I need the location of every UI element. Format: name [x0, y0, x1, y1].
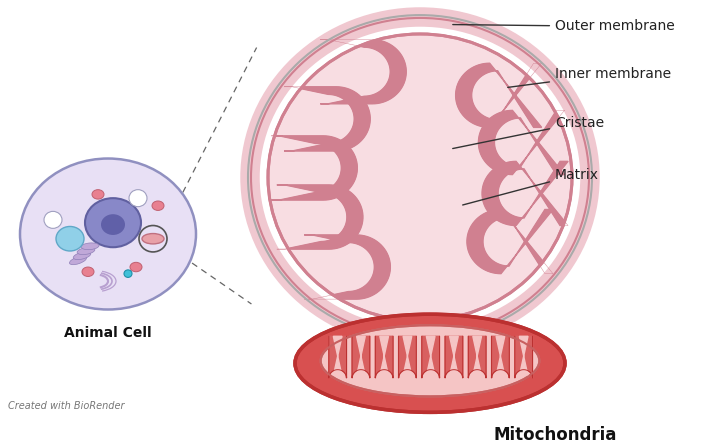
Text: Mitochondria: Mitochondria [493, 426, 617, 442]
Text: Matrix: Matrix [463, 168, 599, 205]
Polygon shape [467, 210, 553, 274]
Polygon shape [284, 87, 370, 151]
Text: Created with BioRender: Created with BioRender [8, 401, 125, 412]
Ellipse shape [85, 198, 141, 247]
Ellipse shape [92, 190, 104, 199]
Polygon shape [320, 40, 407, 104]
Polygon shape [519, 336, 528, 376]
Polygon shape [379, 336, 389, 376]
Polygon shape [422, 336, 439, 378]
Ellipse shape [366, 381, 494, 400]
Circle shape [129, 190, 147, 207]
Text: Cristae: Cristae [453, 116, 604, 149]
Ellipse shape [101, 214, 125, 235]
Polygon shape [304, 235, 390, 299]
Polygon shape [271, 136, 357, 200]
Circle shape [268, 34, 572, 321]
Polygon shape [496, 336, 505, 376]
Ellipse shape [295, 314, 565, 412]
Ellipse shape [70, 256, 87, 265]
Ellipse shape [250, 17, 590, 338]
Ellipse shape [60, 239, 72, 248]
Ellipse shape [56, 226, 84, 251]
Polygon shape [482, 161, 568, 225]
Polygon shape [456, 63, 542, 127]
Ellipse shape [152, 201, 164, 210]
Polygon shape [352, 336, 370, 378]
Ellipse shape [320, 325, 540, 396]
Polygon shape [473, 336, 481, 376]
Polygon shape [329, 336, 347, 378]
Ellipse shape [73, 252, 90, 259]
Circle shape [248, 15, 592, 340]
Text: Outer membrane: Outer membrane [453, 19, 675, 34]
Polygon shape [515, 336, 533, 378]
Ellipse shape [124, 270, 132, 278]
Polygon shape [426, 336, 435, 376]
Polygon shape [468, 336, 486, 378]
Polygon shape [333, 336, 342, 376]
Circle shape [44, 211, 62, 229]
Polygon shape [375, 336, 393, 378]
Polygon shape [277, 185, 363, 249]
Ellipse shape [142, 233, 164, 244]
Ellipse shape [20, 159, 196, 309]
Ellipse shape [81, 243, 99, 250]
Text: Animal Cell: Animal Cell [64, 327, 152, 340]
Ellipse shape [82, 267, 94, 277]
Polygon shape [403, 336, 412, 376]
Ellipse shape [77, 248, 95, 255]
Ellipse shape [130, 262, 142, 272]
Polygon shape [449, 336, 459, 376]
Polygon shape [399, 336, 417, 378]
Text: Inner membrane: Inner membrane [508, 67, 671, 88]
Polygon shape [357, 336, 365, 376]
Polygon shape [478, 110, 565, 175]
Polygon shape [491, 336, 509, 378]
Polygon shape [445, 336, 463, 378]
